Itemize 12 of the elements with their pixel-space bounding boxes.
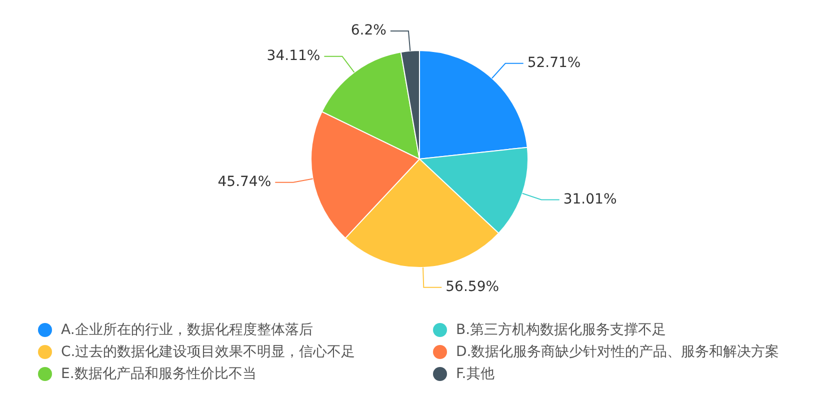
data-label: 56.59% xyxy=(446,279,500,296)
legend-label: F.其他 xyxy=(456,365,494,383)
legend-label: E.数据化产品和服务性价比不当 xyxy=(61,365,256,383)
data-label: 31.01% xyxy=(563,191,617,208)
legend-label: A.企业所在的行业，数据化程度整体落后 xyxy=(61,321,313,339)
data-label: 45.74% xyxy=(218,174,272,190)
legend-label: B.第三方机构数据化服务支撑不足 xyxy=(456,321,666,339)
legend-label: D.数据化服务商缺少针对性的产品、服务和解决方案 xyxy=(456,343,780,361)
data-label: 52.71% xyxy=(527,55,581,72)
data-label: 34.11% xyxy=(266,48,320,64)
data-label: 6.2% xyxy=(350,22,386,39)
legend-label: C.过去的数据化建设项目效果不明显，信心不足 xyxy=(61,343,356,361)
